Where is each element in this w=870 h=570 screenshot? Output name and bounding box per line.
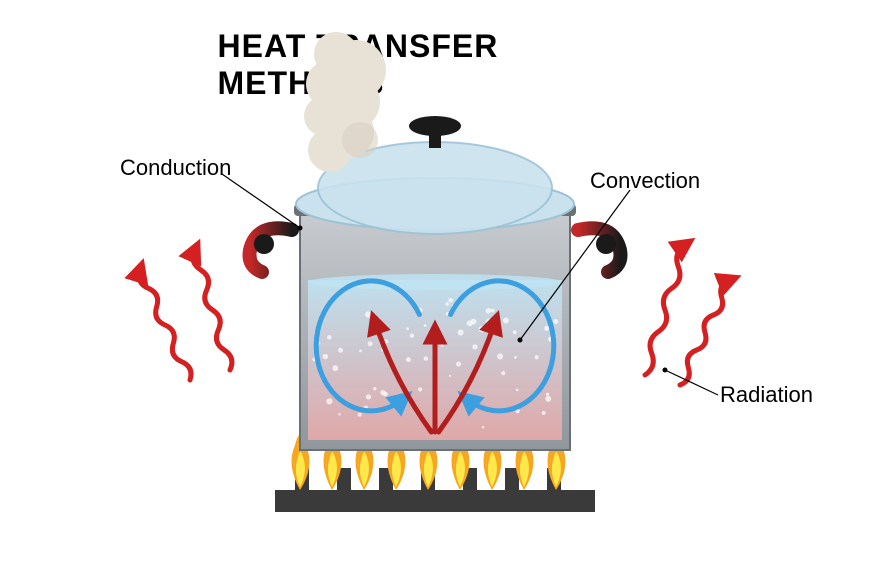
- steam-icon: [304, 32, 386, 172]
- diagram-canvas: [0, 0, 870, 570]
